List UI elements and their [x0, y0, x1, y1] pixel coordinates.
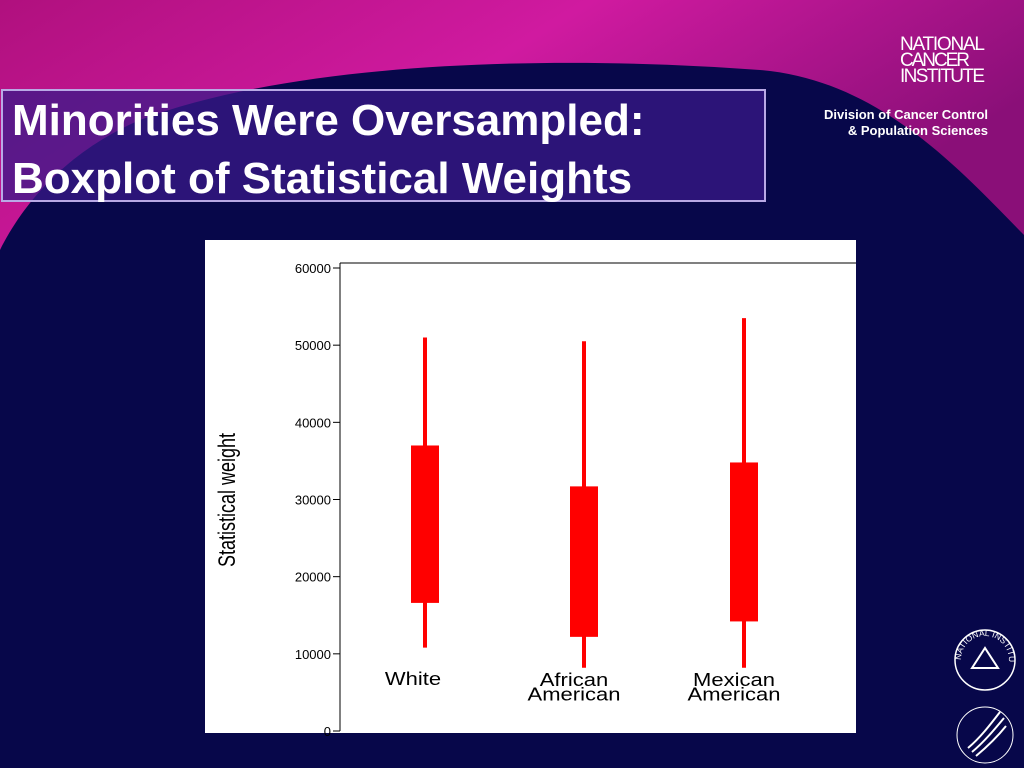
chart: 0 10000 20000 30000 40000 50000 60000 Statistic…	[215, 261, 856, 739]
box	[411, 445, 439, 603]
category-label: White	[384, 667, 442, 690]
y-tick-label: 20000	[295, 570, 331, 585]
y-axis-label: Statistical weight	[215, 433, 241, 567]
logo-line: INSTITUTE	[900, 66, 985, 87]
y-tick-label: 50000	[295, 338, 331, 353]
y-tick-label: 10000	[295, 647, 331, 662]
y-tick-label: 30000	[295, 493, 331, 508]
title-line: Boxplot of Statistical Weights	[12, 154, 632, 203]
box	[730, 462, 758, 622]
box	[570, 486, 598, 637]
division-line: & Population Sciences	[848, 123, 988, 138]
category-label: Mexican American	[687, 669, 781, 705]
title-line: Minorities Were Oversampled:	[12, 96, 645, 145]
nci-logo: NATIONAL CANCER INSTITUTE	[900, 34, 985, 87]
y-tick-label: 40000	[295, 415, 331, 430]
background-wave	[0, 0, 1024, 250]
category-label: African American	[527, 669, 621, 705]
y-tick-label: 60000	[295, 261, 331, 276]
title-box	[1, 89, 766, 202]
y-tick-label: 0	[324, 724, 331, 739]
logo-line: NATIONAL	[900, 34, 985, 55]
logo-line: CANCER	[900, 50, 970, 71]
division-line: Division of Cancer Control	[824, 107, 988, 122]
hhs-emblem	[956, 706, 1014, 764]
